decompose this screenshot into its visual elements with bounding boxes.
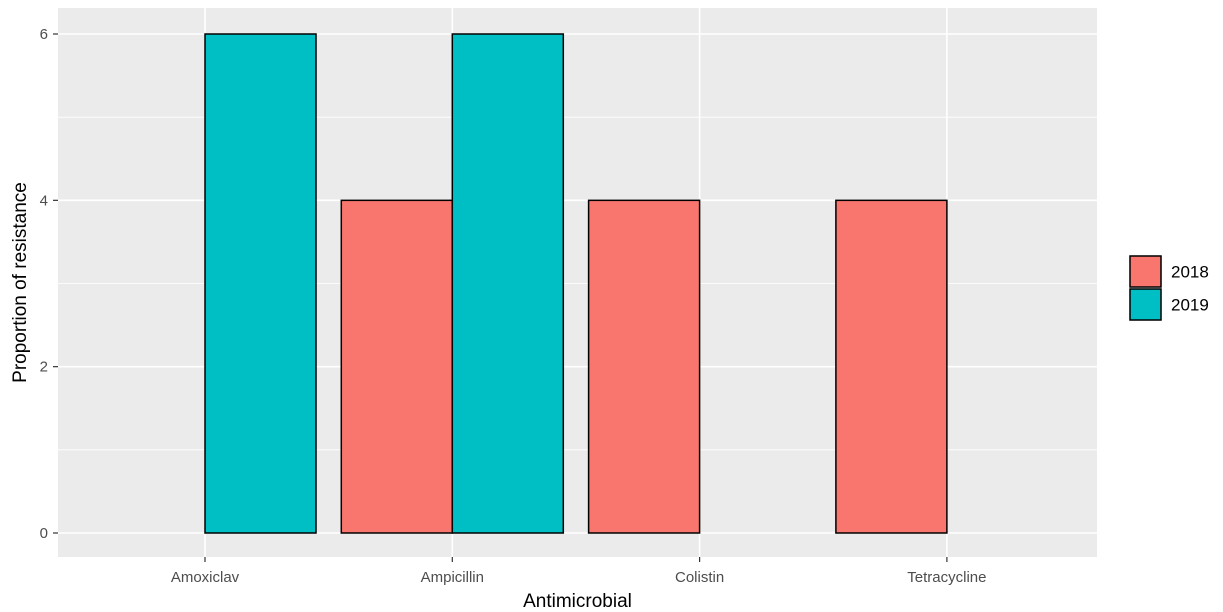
bar-2018-ampicillin [340,199,454,534]
x-tick-label: Amoxiclav [171,569,240,586]
bars [204,33,948,534]
legend: 2018 2019 [1129,255,1209,321]
x-tick-label: Ampicillin [421,569,484,586]
y-axis-ticks: 0 2 4 6 [40,26,58,542]
x-axis-ticks: Amoxiclav Ampicillin Colistin Tetracycline [171,557,987,586]
y-tick-label: 6 [40,26,48,43]
y-axis-title: Proportion of resistance [10,182,31,383]
bar-2019-amoxiclav [204,33,317,534]
legend-label: 2019 [1171,296,1209,315]
bar-2019-ampicillin [451,33,565,534]
y-tick-label: 4 [40,192,48,209]
x-tick-label: Tetracycline [907,569,986,586]
legend-label: 2018 [1171,263,1209,282]
bar-2018-tetracycline [835,199,948,534]
legend-swatch-2019 [1129,288,1162,321]
y-tick-label: 0 [40,525,48,542]
x-tick-label: Colistin [675,569,724,586]
legend-swatch-2018 [1129,255,1162,288]
bar-2018-colistin [587,199,701,534]
y-tick-label: 2 [40,359,48,376]
x-axis-title: Antimicrobial [523,591,632,612]
